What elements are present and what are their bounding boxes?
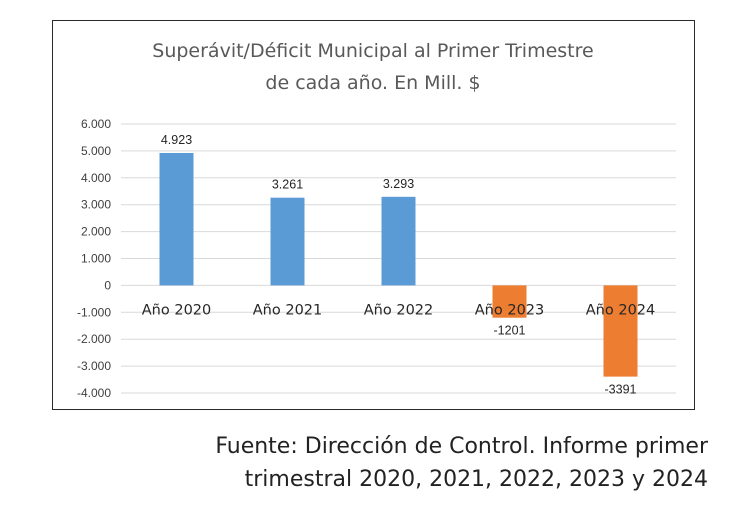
data-label: 3.261	[272, 178, 303, 192]
category-label: Año 2021	[253, 302, 323, 318]
category-label: Año 2023	[475, 302, 545, 318]
y-tick-label: 6.000	[81, 117, 111, 131]
category-label: Año 2022	[364, 302, 434, 318]
bar	[381, 196, 416, 286]
bar	[492, 285, 527, 318]
y-tick-label: -1.000	[77, 305, 111, 319]
chart-title-line-2: de cada año. En Mill. $	[265, 72, 480, 94]
data-label: 3.293	[383, 177, 414, 191]
y-tick-label: 1.000	[81, 252, 111, 266]
bar	[270, 197, 305, 286]
y-tick-label: 3.000	[81, 198, 111, 212]
category-label: Año 2020	[142, 302, 212, 318]
y-tick-label: -4.000	[77, 386, 111, 400]
data-label: -3391	[605, 383, 637, 397]
data-labels: 4.923 3.261 3.293 -1201 -3391	[161, 133, 637, 397]
chart-frame: Superávit/Déficit Municipal al Primer Tr…	[52, 20, 695, 410]
data-label: 4.923	[161, 133, 192, 147]
bar	[159, 152, 194, 286]
category-label: Año 2024	[586, 302, 656, 318]
bar	[603, 285, 638, 377]
y-tick-label: -2.000	[77, 332, 111, 346]
y-tick-label: -3.000	[77, 359, 111, 373]
y-axis-ticks: 6.000 5.000 4.000 3.000 2.000 1.000 0 -1.000 -2.…	[77, 117, 111, 400]
chart-canvas: Superávit/Déficit Municipal al Primer Tr…	[77, 40, 676, 400]
y-tick-label: 2.000	[81, 225, 111, 239]
category-labels: Año 2020 Año 2021 Año 2022 Año 2023 Año 2024	[142, 302, 656, 318]
y-tick-label: 0	[104, 278, 111, 292]
bars	[159, 152, 638, 377]
y-tick-label: 5.000	[81, 144, 111, 158]
source-line-2: trimestral 2020, 2021, 2022, 2023 y 2024	[244, 467, 708, 492]
data-label: -1201	[494, 324, 526, 338]
y-tick-label: 4.000	[81, 171, 111, 185]
source-note: Fuente: Dirección de Control. Informe pr…	[100, 430, 708, 496]
source-line-1: Fuente: Dirección de Control. Informe pr…	[215, 434, 708, 459]
chart-title-line-1: Superávit/Déficit Municipal al Primer Tr…	[152, 40, 593, 62]
